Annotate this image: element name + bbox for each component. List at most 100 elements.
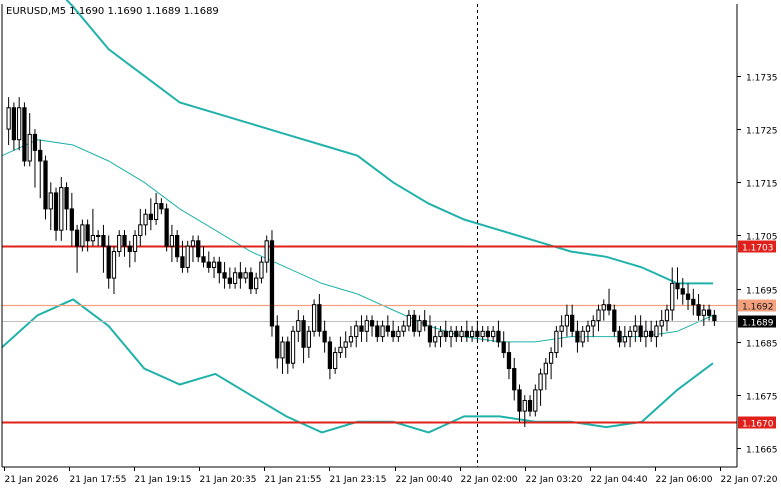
x-tick-label: 22 Jan 07:20 xyxy=(721,475,778,485)
bollinger-middle-line xyxy=(1,139,714,343)
candle xyxy=(80,219,85,252)
candle xyxy=(27,113,32,167)
candle-body-up xyxy=(290,330,296,364)
candle-body-down xyxy=(475,330,480,338)
candle-body-up xyxy=(364,320,369,332)
candle-body-up xyxy=(564,314,570,327)
x-tick-label: 21 Jan 2026 xyxy=(5,475,59,485)
candle xyxy=(633,315,638,342)
candle-body-up xyxy=(348,336,354,343)
candle-body-up xyxy=(538,373,543,391)
candle-body-down xyxy=(501,341,506,354)
level-label-1: 1.1692 xyxy=(742,303,774,313)
candle-body-up xyxy=(153,203,159,221)
candle xyxy=(601,299,606,321)
current-price-badge xyxy=(738,315,776,328)
candle xyxy=(390,320,396,342)
candle xyxy=(43,155,48,220)
candle-body-up xyxy=(701,309,706,316)
candle-body-up xyxy=(354,325,359,338)
candle xyxy=(433,325,438,348)
x-tick-label: 21 Jan 17:55 xyxy=(70,475,127,485)
candle xyxy=(106,235,111,289)
candle xyxy=(680,278,685,305)
candle xyxy=(638,315,643,342)
candle xyxy=(459,325,464,342)
candle-body-up xyxy=(27,133,32,162)
candle xyxy=(254,272,259,295)
candle xyxy=(606,288,612,316)
candle xyxy=(364,315,369,342)
candle xyxy=(327,336,333,380)
candle xyxy=(533,384,538,417)
candle-body-down xyxy=(706,309,712,316)
candle-body-up xyxy=(643,330,649,338)
y-tick-label: 1.1725 xyxy=(746,127,778,137)
candle xyxy=(691,288,696,316)
candle xyxy=(469,325,475,342)
x-tick-label: 22 Jan 00:40 xyxy=(396,475,453,485)
candle-body-down xyxy=(32,133,38,151)
candle-body-up xyxy=(601,304,606,311)
candle xyxy=(491,325,496,342)
candle-body-down xyxy=(106,245,111,279)
x-tick-label: 21 Jan 19:15 xyxy=(135,475,192,485)
candle xyxy=(22,102,27,167)
candle xyxy=(496,320,501,348)
candle xyxy=(32,129,38,188)
candle-body-up xyxy=(311,304,317,332)
candle-body-down xyxy=(53,192,59,231)
candle-body-up xyxy=(169,235,175,247)
x-tick-label: 21 Jan 20:35 xyxy=(200,475,257,485)
candle-body-up xyxy=(664,309,670,322)
candle xyxy=(280,336,285,374)
candle xyxy=(570,304,575,337)
candle xyxy=(443,320,448,342)
candle-body-down xyxy=(196,240,201,258)
candle xyxy=(17,97,22,151)
symbol-header: EURUSD,M5 1.1690 1.1690 1.1689 1.1689 xyxy=(6,6,219,17)
candle-body-down xyxy=(43,160,48,210)
candle-body-up xyxy=(469,330,475,338)
candle xyxy=(259,256,264,284)
candle-body-down xyxy=(122,235,127,247)
candle xyxy=(122,230,127,257)
candle xyxy=(311,299,317,337)
candle xyxy=(412,310,417,337)
candle-body-up xyxy=(591,320,596,327)
candle-body-down xyxy=(369,320,375,327)
candle xyxy=(354,320,359,348)
candle-body-down xyxy=(691,298,696,306)
candle xyxy=(385,315,390,337)
candle xyxy=(317,294,322,337)
candle xyxy=(643,320,649,348)
candle xyxy=(243,267,248,284)
candle xyxy=(659,310,664,337)
candle xyxy=(301,315,306,364)
candle-body-up xyxy=(401,325,406,332)
candle xyxy=(348,325,354,348)
candle-body-down xyxy=(675,282,680,290)
candle xyxy=(201,246,206,268)
candle-body-up xyxy=(554,330,559,354)
candle-body-down xyxy=(317,304,322,332)
candle-body-up xyxy=(380,325,385,338)
level-badge-2 xyxy=(738,416,776,429)
y-tick-label: 1.1665 xyxy=(746,446,778,456)
x-tick-label: 22 Jan 04:40 xyxy=(591,475,648,485)
candle-body-down xyxy=(217,261,222,274)
candle xyxy=(232,267,238,289)
candle-body-down xyxy=(485,330,491,338)
candle-body-up xyxy=(580,330,585,343)
candle xyxy=(627,325,633,348)
candle xyxy=(296,310,301,342)
candle xyxy=(74,224,80,273)
current-price-label: 1.1689 xyxy=(742,319,774,329)
candle-body-down xyxy=(38,149,43,162)
candle-body-down xyxy=(127,245,132,252)
candle xyxy=(159,198,164,215)
candle-body-up xyxy=(438,330,443,338)
candle-body-up xyxy=(6,107,11,130)
